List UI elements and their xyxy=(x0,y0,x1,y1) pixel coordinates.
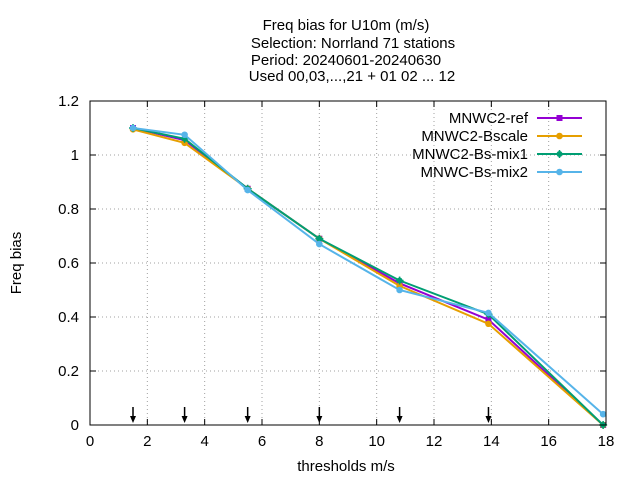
data-point xyxy=(485,320,492,328)
y-tick-label: 0 xyxy=(71,417,79,434)
x-tick-label: 18 xyxy=(598,433,615,450)
legend-marker xyxy=(556,168,563,176)
legend-label: MNWC2-Bs-mix1 xyxy=(412,146,528,163)
data-point xyxy=(395,276,404,285)
data-series xyxy=(129,124,608,429)
x-tick-label: 6 xyxy=(258,433,266,450)
y-axis-label: Freq bias xyxy=(8,232,25,295)
legend-marker xyxy=(555,150,564,158)
x-tick-label: 16 xyxy=(540,433,557,450)
x-tick-label: 4 xyxy=(200,433,208,450)
y-tick-label: 1 xyxy=(71,147,79,164)
data-point xyxy=(485,309,492,317)
x-tick-label: 2 xyxy=(143,433,151,450)
x-tick-label: 8 xyxy=(315,433,323,450)
legend-label: MNWC2-ref xyxy=(449,110,529,127)
threshold-arrow xyxy=(316,407,323,423)
series-line-2 xyxy=(132,128,604,426)
threshold-arrow xyxy=(130,407,136,423)
title-line-1: Freq bias for U10m (m/s) xyxy=(263,17,430,34)
x-tick-label: 0 xyxy=(86,433,94,450)
data-point xyxy=(485,316,492,323)
legend-marker xyxy=(556,132,563,140)
x-tick-label: 14 xyxy=(483,433,500,450)
threshold-arrow xyxy=(485,407,492,423)
data-point xyxy=(315,234,324,243)
chart-title: Freq bias for U10m (m/s) Selection: Norr… xyxy=(249,17,455,85)
threshold-arrow xyxy=(181,407,188,423)
y-tick-label: 1.2 xyxy=(58,93,79,110)
series-line-1 xyxy=(132,127,604,426)
series-line-3 xyxy=(132,127,604,426)
data-point xyxy=(599,410,607,418)
threshold-arrow xyxy=(396,407,403,423)
y-tick-label: 0.6 xyxy=(58,255,79,272)
legend-label: MNWC2-Bscale xyxy=(421,128,528,145)
x-axis-label: thresholds m/s xyxy=(297,458,395,475)
axis-ticks: 0 0.2 0.4 0.6 0.8 1 1.2 0 2 4 6 8 10 12 14 16 18 xyxy=(58,93,614,450)
x-tick-label: 10 xyxy=(368,433,385,450)
title-line-3: Period: 20240601-20240630 xyxy=(251,52,441,69)
legend: MNWC2-refMNWC2-BscaleMNWC2-Bs-mix1MNWC-B… xyxy=(412,110,582,181)
data-point xyxy=(129,124,137,132)
data-point xyxy=(316,240,323,248)
grid-lines xyxy=(90,101,606,425)
threshold-arrow xyxy=(244,407,251,423)
y-tick-label: 0.4 xyxy=(58,309,79,326)
title-line-4: Used 00,03,...,21 + 01 02 ... 12 xyxy=(249,68,455,85)
series-line-4 xyxy=(132,127,604,415)
legend-marker xyxy=(556,115,563,121)
title-line-2: Selection: Norrland 71 stations xyxy=(251,35,455,52)
plot-frame xyxy=(89,100,607,426)
data-point xyxy=(244,186,251,194)
y-tick-label: 0.2 xyxy=(58,363,79,380)
data-point xyxy=(396,286,403,294)
threshold-arrows xyxy=(130,407,492,423)
y-tick-label: 0.8 xyxy=(58,201,79,218)
data-point xyxy=(181,131,188,139)
x-tick-label: 12 xyxy=(426,433,443,450)
legend-label: MNWC-Bs-mix2 xyxy=(421,164,528,181)
